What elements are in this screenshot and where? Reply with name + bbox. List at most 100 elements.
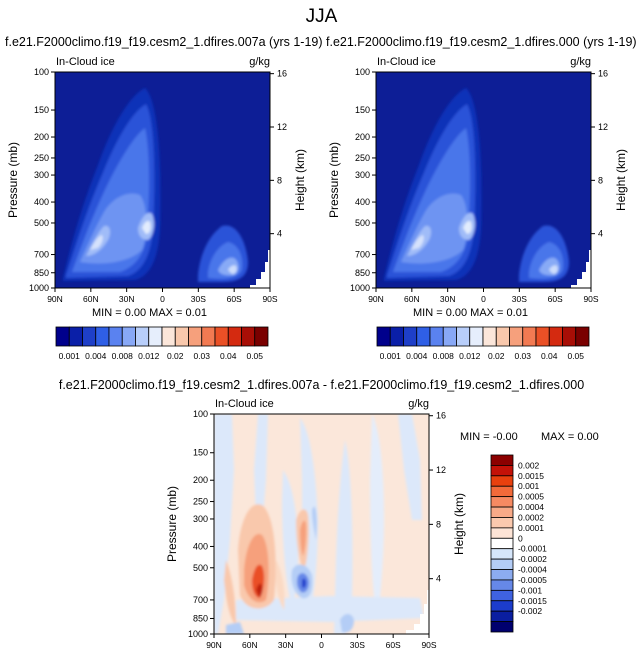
- y-right-tick-label: 16: [277, 69, 287, 79]
- colorbar-swatch: [509, 326, 524, 347]
- x-tick-label: 90N: [368, 294, 384, 304]
- y-right-tick-label: 8: [436, 519, 441, 529]
- y-right-axis-label: Height (km): [452, 493, 466, 555]
- colorbar-swatch: [490, 558, 514, 570]
- panel-a-stats: MIN = 0.00 MAX = 0.01: [92, 307, 207, 319]
- colorbar-swatch: [121, 326, 136, 347]
- panel-a-colorbar: 0.001 0.004 0.008 0.012 0.02 0.03 0.04 0.05: [55, 326, 269, 361]
- y-tick-label: 150: [34, 105, 49, 115]
- y-right-tick-label: 8: [598, 175, 603, 185]
- y-axis-label: Pressure (mb): [327, 142, 341, 218]
- colorbar-label: 0.012: [459, 351, 481, 361]
- colorbar-label: 0.002: [518, 460, 540, 470]
- colorbar-label: 0.02: [167, 351, 184, 361]
- y-tick-label: 100: [193, 409, 208, 419]
- colorbar-swatch: [241, 326, 256, 347]
- colorbar-label: 0.0002: [518, 512, 544, 522]
- y-tick-label: 700: [193, 595, 208, 605]
- colorbar-label: 0.04: [541, 351, 558, 361]
- colorbar-label: 0: [518, 533, 523, 543]
- y-tick-label: 300: [34, 170, 49, 180]
- colorbar-swatch: [490, 517, 514, 529]
- colorbar-label: 0.001: [380, 351, 402, 361]
- x-tick-label: 60S: [548, 294, 563, 304]
- y-tick-label: 200: [355, 132, 370, 142]
- colorbar-swatch: [82, 326, 97, 347]
- y-tick-label: 200: [34, 132, 49, 142]
- colorbar-swatch: [68, 326, 83, 347]
- y-tick-label: 500: [34, 218, 49, 228]
- colorbar-label: -0.001: [518, 585, 542, 595]
- y-tick-label: 300: [193, 514, 208, 524]
- colorbar-swatch: [174, 326, 189, 347]
- x-tick-label: 60S: [227, 294, 242, 304]
- colorbar-swatch: [490, 496, 514, 508]
- colorbar-swatch: [95, 326, 110, 347]
- colorbar-label: 0.008: [112, 351, 134, 361]
- colorbar-swatch: [135, 326, 150, 347]
- colorbar-label: 0.004: [85, 351, 107, 361]
- colorbar-swatch: [522, 326, 537, 347]
- y-tick-label: 300: [355, 170, 370, 180]
- colorbar-label: -0.0002: [518, 554, 547, 564]
- y-tick-label: 850: [355, 268, 370, 278]
- colorbar-swatch: [55, 326, 70, 347]
- colorbar-label: -0.0001: [518, 544, 547, 554]
- colorbar-swatch: [456, 326, 471, 347]
- panel-b-title: f.e21.F2000climo.f19_f19.cesm2_1.dfires.…: [326, 35, 637, 49]
- x-tick-label: 0: [481, 294, 486, 304]
- colorbar-swatch: [490, 485, 514, 498]
- panel-a-axes: 100 150 200 250 300 400 500 700 850 1000 16 12 8 4 90N…: [6, 67, 307, 304]
- colorbar-swatch: [562, 326, 577, 347]
- colorbar-swatch: [416, 326, 431, 347]
- panel-a: f.e21.F2000climo.f19_f19.cesm2_1.dfires.…: [5, 35, 323, 361]
- panel-a-field: [55, 72, 270, 288]
- y-tick-label: 400: [355, 197, 370, 207]
- y-tick-label: 400: [34, 197, 49, 207]
- colorbar-label: 0.012: [138, 351, 160, 361]
- panel-c-colorbar: 0.0020.00150.0010.00050.00040.00020.0001…: [490, 454, 547, 633]
- colorbar-swatch: [376, 326, 391, 347]
- colorbar-label: 0.05: [567, 351, 584, 361]
- panel-b-stats: MIN = 0.00 MAX = 0.01: [413, 307, 528, 319]
- panel-c-variable: In-Cloud ice: [215, 398, 274, 410]
- y-tick-label: 850: [193, 613, 208, 623]
- colorbar-swatch: [535, 326, 550, 347]
- y-tick-label: 500: [355, 218, 370, 228]
- colorbar-label: 0.001: [59, 351, 81, 361]
- colorbar-swatch: [469, 326, 484, 347]
- colorbar-label: 0.008: [433, 351, 455, 361]
- y-right-axis-label: Height (km): [293, 149, 307, 211]
- x-tick-label: 90S: [421, 640, 436, 650]
- x-tick-label: 60S: [386, 640, 401, 650]
- x-tick-label: 90N: [47, 294, 63, 304]
- colorbar-swatch: [442, 326, 457, 347]
- panel-b-axes: 100 150 200 250 300 400 500 700 850 1000 16 12 8 4 90N…: [327, 67, 628, 304]
- panel-c-axes: 100 150 200 250 300 400 500 700 850 1000 16 12 8 4 90N…: [165, 409, 466, 650]
- colorbar-swatch: [490, 610, 514, 622]
- panel-c-stats-max: MAX = 0.00: [541, 431, 599, 443]
- colorbar-swatch: [148, 326, 163, 347]
- y-tick-label: 250: [193, 497, 208, 507]
- x-tick-label: 30S: [512, 294, 527, 304]
- colorbar-swatch: [403, 326, 418, 347]
- colorbar-label: 0.04: [220, 351, 237, 361]
- colorbar-swatch: [490, 465, 514, 477]
- colorbar-swatch: [188, 326, 203, 347]
- y-tick-label: 250: [355, 153, 370, 163]
- panel-a-variable: In-Cloud ice: [56, 56, 115, 68]
- colorbar-swatch: [490, 600, 514, 612]
- panel-c-title: f.e21.F2000climo.f19_f19.cesm2_1.dfires.…: [59, 378, 584, 392]
- colorbar-swatch: [161, 326, 176, 347]
- x-tick-label: 30S: [350, 640, 365, 650]
- panel-b-colorbar: 0.001 0.004 0.008 0.012 0.02 0.03 0.04 0.05: [376, 326, 590, 361]
- colorbar-label: 0.03: [193, 351, 210, 361]
- x-tick-label: 0: [160, 294, 165, 304]
- y-right-axis-label: Height (km): [614, 149, 628, 211]
- colorbar-swatch: [548, 326, 563, 347]
- x-tick-label: 90N: [206, 640, 222, 650]
- colorbar-swatch: [389, 326, 404, 347]
- panel-c-field: [214, 414, 429, 634]
- y-tick-label: 500: [193, 563, 208, 573]
